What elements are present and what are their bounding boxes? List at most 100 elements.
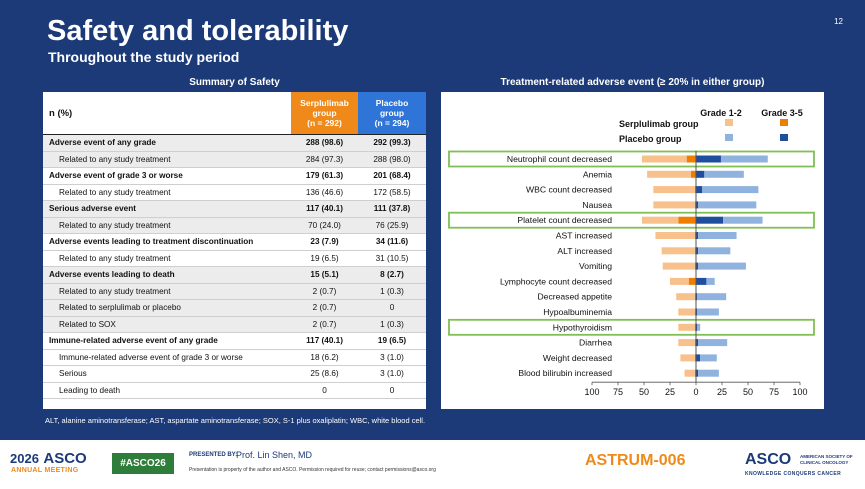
placebo-value: 31 (10.5): [358, 250, 426, 267]
bar-placebo-grade-1-2-alt-increased: [698, 247, 731, 255]
bar-placebo-grade-1-2-platelet-count-decreased: [723, 216, 763, 224]
table-row: Related to any study treatment 2 (0.7) 1 (…: [43, 283, 426, 300]
table-row: Adverse event of grade 3 or worse 179 (61…: [43, 167, 426, 185]
bar-placebo-grade-3-5-alt-increased: [696, 247, 699, 255]
society-slogan: KNOWLEDGE CONQUERS CANCER: [745, 471, 842, 477]
table-row: Immune-related adverse event of any grad…: [43, 332, 426, 350]
table-row: Related to any study treatment 136 (46.6)…: [43, 184, 426, 201]
row-label: Immune-related adverse event of grade 3 …: [43, 349, 291, 366]
serplulimab-value: 25 (8.6): [291, 365, 358, 383]
slide-subtitle: Throughout the study period: [48, 49, 240, 65]
bar-serplulimab-grade-3-5-neutrophil-count-decreased: [686, 155, 696, 163]
row-label: Adverse event of grade 3 or worse: [43, 167, 291, 185]
bar-placebo-grade-1-2-hypoalbuminemia: [697, 308, 719, 316]
bar-serplulimab-grade-3-5-nausea: [694, 201, 696, 209]
bar-serplulimab-grade-3-5-decreased-appetite: [694, 293, 696, 301]
placebo-value: 19 (6.5): [358, 332, 426, 350]
category-label-wbc-count-decreased: WBC count decreased: [526, 185, 612, 195]
bar-serplulimab-grade-3-5-blood-bilirubin-increased: [694, 369, 696, 377]
safety-summary-panel: n (%) Serplulimab group (n = 292) Placeb…: [43, 92, 426, 409]
serplulimab-value: 288 (98.6): [291, 134, 358, 152]
highlight-box-platelet-count-decreased: [448, 211, 815, 229]
row-label: Related to SOX: [43, 316, 291, 333]
x-tick-label: 100: [792, 387, 807, 397]
placebo-value: 1 (0.3): [358, 316, 426, 333]
category-label-hypothyroidism: Hypothyroidism: [553, 322, 612, 332]
society-name: AMERICAN SOCIETY OF CLINICAL ONCOLOGY: [800, 454, 853, 465]
row-label: Leading to death: [43, 382, 291, 399]
table-row: Serious 25 (8.6) 3 (1.0): [43, 365, 426, 383]
serplulimab-value: 19 (6.5): [291, 250, 358, 267]
legend-swatch-placebo-grade-1-2: [725, 134, 733, 141]
bar-serplulimab-grade-1-2-diarrhea: [678, 339, 695, 347]
placebo-value: 288 (98.0): [358, 151, 426, 168]
serplulimab-value: 2 (0.7): [291, 299, 358, 317]
header-placebo-line2: group: [379, 108, 405, 118]
bar-serplulimab-grade-1-2-alt-increased: [661, 247, 695, 255]
row-label: Adverse events leading to treatment disc…: [43, 233, 291, 251]
adverse-event-chart: Grade 1-2 Grade 3-5 Serplulimab group Place…: [448, 108, 815, 397]
header-serplulimab-line3: (n = 292): [307, 118, 342, 128]
bar-serplulimab-grade-1-2-nausea: [653, 201, 695, 209]
category-label-lymphocyte-count-decreased: Lymphocyte count decreased: [500, 276, 612, 286]
header-serplulimab-line1: Serplulimab: [300, 98, 349, 108]
x-tick-label: 75: [613, 387, 623, 397]
bar-serplulimab-grade-1-2-decreased-appetite: [676, 293, 695, 301]
category-label-weight-decreased: Weight decreased: [543, 353, 612, 363]
serplulimab-value: 0: [291, 382, 358, 399]
bar-serplulimab-grade-3-5-anemia: [690, 170, 696, 178]
category-label-hypoalbuminemia: Hypoalbuminemia: [543, 307, 612, 317]
placebo-value: 3 (1.0): [358, 365, 426, 383]
legend-swatch-serplulimab-grade-3-5: [780, 119, 788, 126]
bar-placebo-grade-1-2-vomiting: [698, 262, 746, 270]
placebo-value: 34 (11.6): [358, 233, 426, 251]
bar-placebo-grade-3-5-diarrhea: [696, 339, 699, 347]
legend-serplulimab-group: Serplulimab group: [619, 119, 699, 129]
bar-placebo-grade-3-5-hypoalbuminemia: [696, 308, 698, 316]
category-label-nausea: Nausea: [582, 200, 612, 210]
logo-subtitle: ANNUAL MEETING: [11, 467, 79, 474]
bar-placebo-grade-3-5-ast-increased: [696, 232, 699, 239]
bar-serplulimab-grade-3-5-weight-decreased: [694, 354, 696, 362]
summary-panel-title: Summary of Safety: [189, 77, 280, 88]
row-label: Immune-related adverse event of any grad…: [43, 332, 291, 350]
bar-placebo-grade-1-2-wbc-count-decreased: [702, 186, 759, 194]
row-label: Related to any study treatment: [43, 151, 291, 168]
logo-year: 2026: [10, 451, 39, 466]
placebo-value: 3 (1.0): [358, 349, 426, 366]
placebo-value: 111 (37.8): [358, 200, 426, 218]
row-label: Serious adverse event: [43, 200, 291, 218]
header-serplulimab-line2: group: [312, 108, 337, 118]
placebo-value: 0: [358, 382, 426, 399]
category-label-platelet-count-decreased: Platelet count decreased: [517, 215, 612, 225]
header-placebo-line3: (n = 294): [374, 118, 410, 128]
legend-header-grade-1-2: Grade 1-2: [700, 108, 742, 118]
bar-placebo-grade-3-5-weight-decreased: [696, 354, 701, 362]
table-row: Leading to death 0 0: [43, 382, 426, 399]
category-label-neutrophil-count-decreased: Neutrophil count decreased: [507, 154, 612, 164]
placebo-value: 76 (25.9): [358, 217, 426, 234]
x-tick-label: 25: [717, 387, 727, 397]
hashtag-badge: #ASCO26: [112, 453, 174, 474]
bar-serplulimab-grade-1-2-ast-increased: [655, 232, 695, 239]
header-placebo-group: Placebo group (n = 294): [358, 92, 426, 135]
row-label: Related to any study treatment: [43, 250, 291, 267]
table-row: Related to any study treatment 19 (6.5) 31…: [43, 250, 426, 267]
placebo-value: 172 (58.5): [358, 184, 426, 201]
serplulimab-value: 2 (0.7): [291, 283, 358, 300]
legend-swatch-serplulimab-grade-1-2: [725, 119, 733, 126]
bar-placebo-grade-3-5-anemia: [696, 170, 705, 178]
serplulimab-value: 23 (7.9): [291, 233, 358, 251]
table-row: Immune-related adverse event of grade 3 …: [43, 349, 426, 366]
placebo-value: 201 (68.4): [358, 167, 426, 185]
category-label-vomiting: Vomiting: [579, 261, 612, 271]
bar-serplulimab-grade-3-5-vomiting: [694, 262, 696, 270]
trial-name: ASTRUM-006: [585, 452, 686, 469]
bar-serplulimab-grade-3-5-ast-increased: [694, 232, 696, 239]
table-row: Related to serplulimab or placebo 2 (0.7)…: [43, 299, 426, 317]
row-label: Related to any study treatment: [43, 217, 291, 234]
row-label: Related to any study treatment: [43, 283, 291, 300]
bar-placebo-grade-3-5-platelet-count-decreased: [696, 216, 724, 224]
presenter-name: Prof. Lin Shen, MD: [236, 450, 313, 460]
serplulimab-value: 284 (97.3): [291, 151, 358, 168]
